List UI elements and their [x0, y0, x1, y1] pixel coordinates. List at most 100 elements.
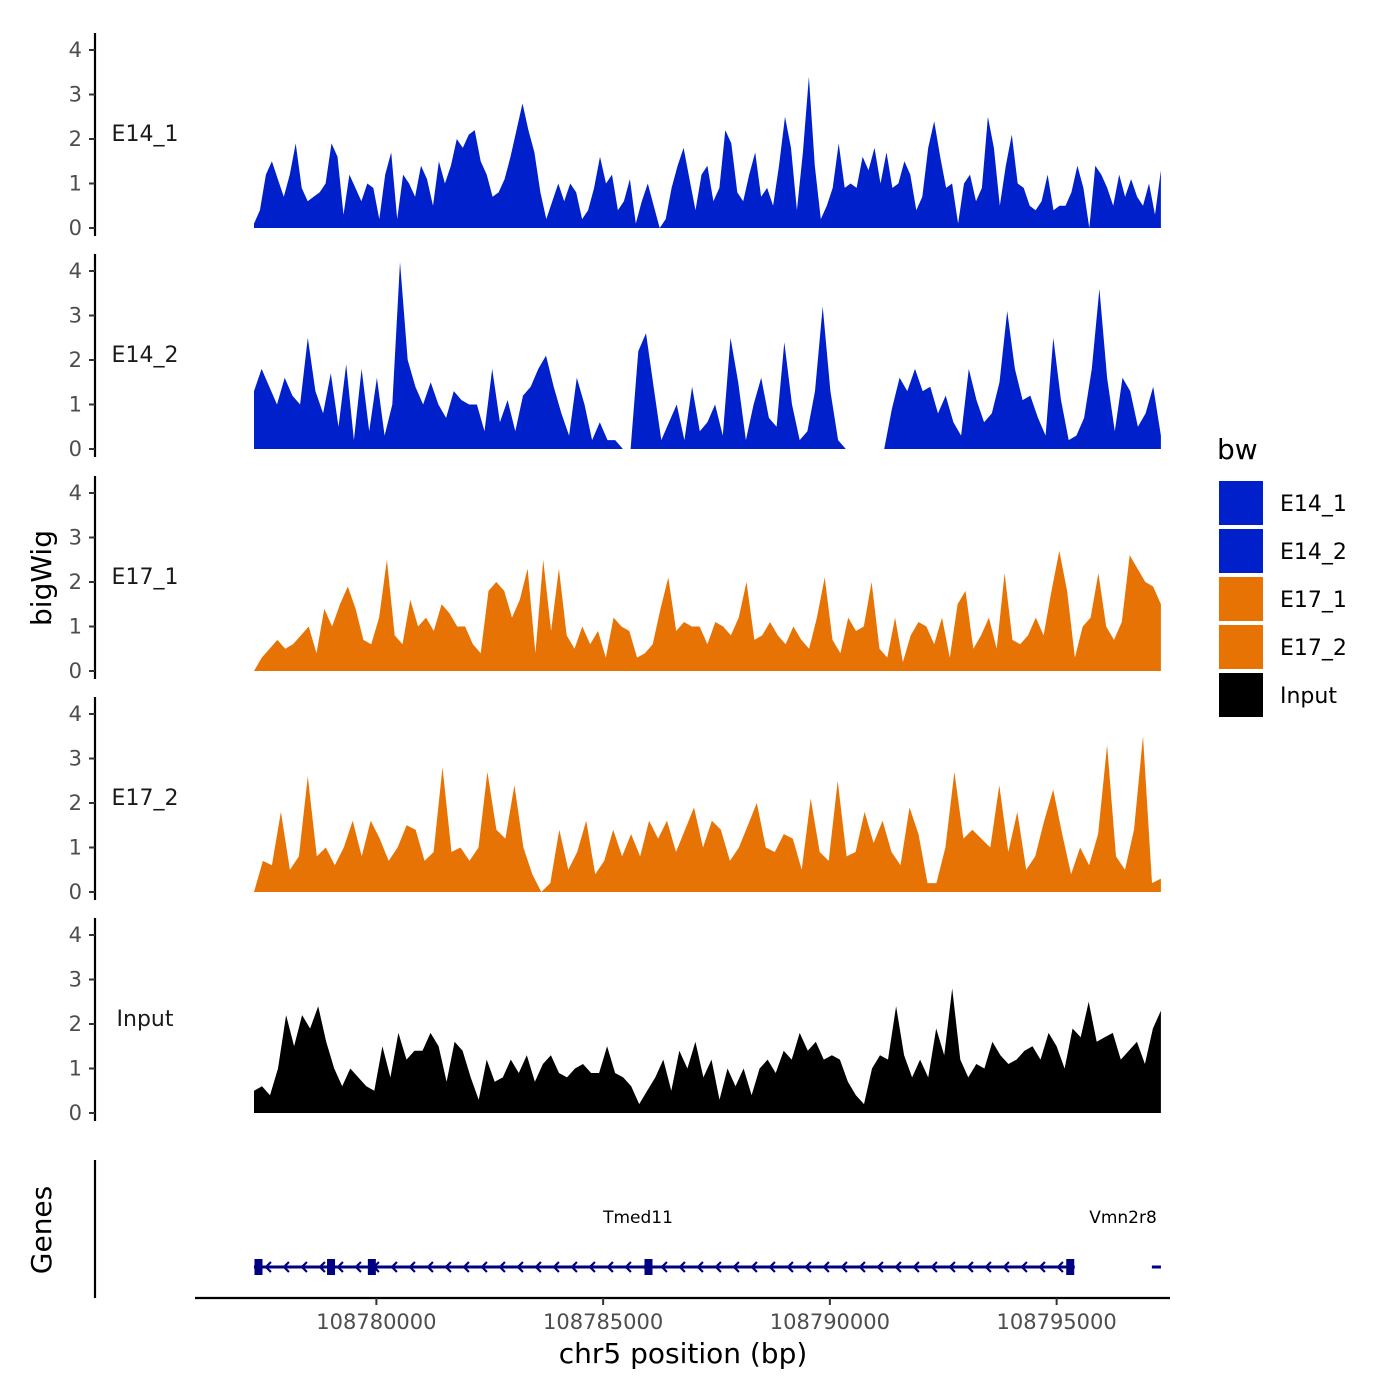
- y-tick-label: 0: [69, 1101, 82, 1125]
- exon: [367, 1259, 376, 1275]
- strand-arrow: [408, 1261, 416, 1273]
- gene-track: Tmed11 Vmn2r8: [93, 1160, 1161, 1298]
- legend-item: E14_1: [1219, 481, 1347, 525]
- track-label: E17_2: [112, 786, 179, 811]
- strand-arrow: [1038, 1261, 1046, 1273]
- strand-arrow: [948, 1261, 956, 1273]
- strand-arrow: [822, 1261, 830, 1273]
- x-tick-label: 108780000: [316, 1310, 436, 1334]
- strand-arrow: [354, 1261, 362, 1273]
- track-E17_2: 0 1 2 3 4 E17_2: [69, 697, 1161, 904]
- strand-arrow: [930, 1261, 938, 1273]
- signal-tracks: 0 1 2 3 4 E14_1 0 1 2 3 4 E14_2 0 1 2 3 4 E17_1 0 1 2 3 4 E17_2…: [69, 33, 1161, 1125]
- legend-label: E14_2: [1280, 540, 1347, 565]
- y-tick-label: 1: [69, 172, 82, 196]
- y-tick-label: 2: [69, 127, 82, 151]
- strand-arrow: [858, 1261, 866, 1273]
- y-tick-label: 3: [69, 747, 82, 771]
- exon: [1066, 1259, 1075, 1275]
- signal-area-E17_1: [254, 550, 1161, 671]
- strand-arrow: [570, 1261, 578, 1273]
- strand-arrow: [480, 1261, 488, 1273]
- strand-arrow: [732, 1261, 740, 1273]
- y-tick-label: 2: [69, 1012, 82, 1036]
- track-E17_1: 0 1 2 3 4 E17_1: [69, 476, 1161, 683]
- y-tick-label: 0: [69, 216, 82, 240]
- legend-label: E17_1: [1280, 588, 1347, 613]
- strand-arrow: [678, 1261, 686, 1273]
- legend-label: E14_1: [1280, 492, 1347, 517]
- legend-label: E17_2: [1280, 636, 1347, 661]
- track-label: E14_1: [112, 122, 179, 147]
- y-tick-label: 0: [69, 437, 82, 461]
- legend-label: Input: [1280, 684, 1337, 709]
- y-tick-label: 0: [69, 880, 82, 904]
- y-tick-label: 3: [69, 526, 82, 550]
- strand-arrow: [696, 1261, 704, 1273]
- strand-arrow: [336, 1261, 344, 1273]
- legend-item: E14_2: [1219, 529, 1347, 573]
- strand-arrow: [876, 1261, 884, 1273]
- signal-area-E17_2: [254, 736, 1161, 892]
- gene-name-label: Vmn2r8: [1089, 1208, 1157, 1228]
- signal-area-Input: [254, 988, 1161, 1113]
- strand-arrow: [984, 1261, 992, 1273]
- strand-arrow: [282, 1261, 290, 1273]
- signal-area-E14_2: [254, 262, 1161, 449]
- legend-item: E17_1: [1219, 577, 1347, 621]
- track-E14_1: 0 1 2 3 4 E14_1: [69, 33, 1161, 240]
- legend: bw E14_1 E14_2 E17_1 E17_2 Input: [1217, 433, 1347, 717]
- strand-arrow: [966, 1261, 974, 1273]
- strand-arrow: [624, 1261, 632, 1273]
- strand-arrow: [912, 1261, 920, 1273]
- strand-arrow: [264, 1261, 272, 1273]
- strand-arrow: [840, 1261, 848, 1273]
- y-tick-label: 4: [69, 481, 82, 505]
- x-tick-label: 108785000: [543, 1310, 663, 1334]
- y-tick-label: 2: [69, 570, 82, 594]
- y-tick-label: 4: [69, 38, 82, 62]
- legend-swatch: [1219, 673, 1263, 717]
- track-Input: 0 1 2 3 4 Input: [69, 918, 1161, 1125]
- x-axis: 108780000 108785000 108790000 108795000: [195, 1296, 1170, 1334]
- exon: [644, 1259, 653, 1275]
- y-tick-label: 2: [69, 791, 82, 815]
- legend-title: bw: [1217, 433, 1258, 466]
- track-label: Input: [117, 1007, 174, 1032]
- strand-arrow: [498, 1261, 506, 1273]
- y-tick-label: 4: [69, 259, 82, 283]
- gene-Vmn2r8: Vmn2r8: [1089, 1208, 1161, 1269]
- y-tick-label: 0: [69, 659, 82, 683]
- track-E14_2: 0 1 2 3 4 E14_2: [69, 254, 1161, 461]
- strand-arrow: [444, 1261, 452, 1273]
- strand-arrow: [462, 1261, 470, 1273]
- y-axis-title: bigWig: [25, 530, 58, 626]
- legend-item: Input: [1219, 673, 1337, 717]
- y-tick-label: 2: [69, 348, 82, 372]
- strand-arrow: [1020, 1261, 1028, 1273]
- strand-arrow: [588, 1261, 596, 1273]
- strand-arrow: [660, 1261, 668, 1273]
- strand-arrow: [300, 1261, 308, 1273]
- y-tick-label: 3: [69, 304, 82, 328]
- y-tick-label: 4: [69, 923, 82, 947]
- x-tick-label: 108790000: [770, 1310, 890, 1334]
- y-tick-label: 1: [69, 393, 82, 417]
- strand-arrow: [714, 1261, 722, 1273]
- signal-area-E14_1: [254, 76, 1161, 228]
- strand-arrow: [534, 1261, 542, 1273]
- y-tick-label: 1: [69, 615, 82, 639]
- strand-arrow: [750, 1261, 758, 1273]
- y-tick-label: 3: [69, 968, 82, 992]
- strand-arrow: [426, 1261, 434, 1273]
- legend-swatch: [1219, 625, 1263, 669]
- legend-swatch: [1219, 481, 1263, 525]
- genes-axis-title: Genes: [25, 1186, 58, 1274]
- track-label: E17_1: [112, 565, 179, 590]
- y-tick-label: 1: [69, 1057, 82, 1081]
- y-tick-label: 3: [69, 83, 82, 107]
- y-tick-label: 4: [69, 702, 82, 726]
- gene-name-label: Tmed11: [602, 1208, 673, 1228]
- strand-arrow: [786, 1261, 794, 1273]
